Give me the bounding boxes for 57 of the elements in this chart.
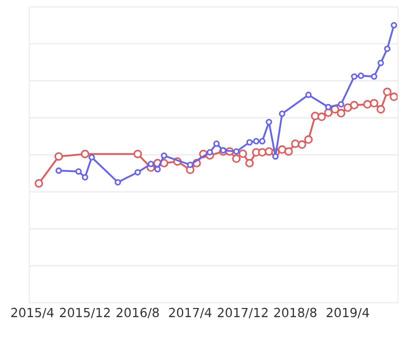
point [358,72,364,79]
point [55,167,62,174]
x-tick-label: 2015/4 [11,308,54,318]
point [206,149,213,156]
point [291,139,300,148]
point [298,140,306,149]
point [305,92,312,98]
x-tick-label: 2015/12 [60,308,110,318]
point [232,154,241,163]
x-tick-label: 2019/4 [326,308,370,318]
point [350,100,358,110]
x-tick-label: 2017/4 [169,308,212,318]
point [253,138,260,144]
point [363,100,372,109]
point [278,110,286,117]
x-tick-label: 2016/8 [116,308,159,318]
point [383,88,392,96]
point [376,105,386,114]
x-tick-label: 2018/8 [274,308,316,318]
point [336,108,346,118]
point [317,112,326,122]
point [370,98,378,108]
point [390,92,398,102]
point [370,73,378,80]
x-tick-label: 2017/12 [218,308,268,318]
point [88,154,95,160]
point [272,153,279,160]
point [284,147,293,156]
point [325,104,332,110]
point [82,174,88,180]
point [278,145,286,154]
point [304,135,313,144]
point [378,60,384,66]
point [259,138,266,144]
point [245,158,254,168]
point [54,152,63,161]
point [233,148,240,155]
point [75,168,82,175]
point [390,22,398,28]
point [384,46,390,52]
point [238,149,248,158]
point [148,160,154,168]
point [351,73,358,80]
point [344,103,352,112]
point [246,139,253,146]
point [134,169,141,176]
point [34,179,44,188]
point [213,140,220,147]
point [338,101,344,108]
point [186,162,194,168]
point [258,148,266,157]
point [154,166,161,172]
point [160,152,168,159]
point [266,118,272,126]
point [80,150,90,158]
point [114,179,122,186]
point [133,150,142,158]
